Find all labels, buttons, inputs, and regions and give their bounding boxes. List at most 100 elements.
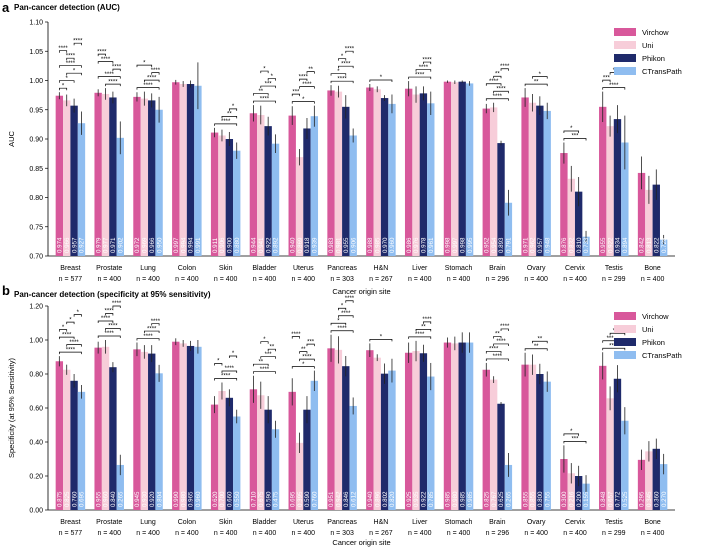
panel-a: a Pan-cancer detection (AUC) 0.70 0.75 0.80 0… [2,0,682,296]
significance-stars: **** [66,347,76,353]
bar-ctranspath [310,380,319,510]
significance-bracket [260,85,276,89]
significance-stars: * [337,318,340,324]
bar-ctranspath [621,142,629,256]
bar-virchow [482,369,490,510]
data-label: 0.846 [343,491,350,507]
significance-stars: **** [112,64,122,70]
significance-bracket [214,123,238,126]
bar-ctranspath [621,420,629,510]
data-label: 0.950 [156,237,163,253]
data-label: 0.902 [117,237,124,253]
significance-bracket [338,58,347,61]
bar-phikon [419,353,428,510]
bar-phikon [186,345,195,510]
bar-phikon [148,353,156,510]
significance-stars: **** [337,76,347,82]
bar-virchow [55,95,64,257]
data-label: 0.825 [64,491,71,507]
bar-phikon [380,373,389,510]
data-label: 0.977 [103,237,110,253]
significance-stars: **** [101,316,111,322]
significance-bracket [58,65,82,68]
category-label: Lung [140,265,156,272]
data-label: 0.955 [343,237,350,253]
significance-stars: **** [260,96,270,102]
data-label: 0.767 [491,491,498,507]
data-label: 0.941 [258,237,265,253]
sample-size-label: n = 296 [486,276,510,283]
significance-stars: **** [97,49,107,55]
category-label: Stomach [445,265,473,272]
significance-bracket [105,313,114,316]
significance-bracket [58,80,75,83]
significance-stars: * [341,54,344,60]
significance-bracket [136,87,160,90]
significance-bracket [291,336,300,339]
significance-bracket [330,322,347,326]
data-label: 0.980 [180,491,187,507]
data-label: 0.986 [406,237,413,253]
bar-virchow [210,404,219,510]
bar-ctranspath [582,483,590,510]
sample-size-label: n = 400 [641,530,665,537]
data-label: 0.962 [530,237,537,253]
chart-title: Pan-cancer detection (AUC) [14,3,120,12]
y-tick-label: 0.40 [29,440,43,447]
bar-ctranspath [659,464,668,510]
significance-bracket [253,371,276,374]
data-label: 0.922 [421,491,428,507]
significance-bracket [58,336,75,340]
y-tick-label: 1.20 [29,304,43,311]
bar-uni [567,178,575,256]
category-label: Prostate [96,519,122,526]
significance-bracket [260,356,276,359]
bar-phikon [225,397,234,510]
significance-bracket [330,330,354,333]
significance-stars: * [62,325,65,331]
data-label: 0.970 [382,237,389,253]
significance-stars: **** [105,331,115,337]
bar-uni [179,343,187,510]
significance-bracket [136,338,160,341]
bar-virchow [133,96,141,256]
bar-uni [606,126,614,256]
data-label: 0.985 [374,237,381,253]
data-label: 0.920 [149,491,156,507]
bar-phikon [652,448,660,510]
category-label: Cervix [565,519,585,526]
sample-size-label: n = 299 [602,530,626,537]
significance-bracket [97,335,121,338]
significance-bracket [369,339,393,342]
significance-stars: * [570,126,573,132]
significance-bracket [299,86,315,89]
data-label: 0.695 [289,491,296,507]
data-label: 0.998 [459,237,466,253]
data-label: 0.265 [117,491,124,507]
significance-bracket [338,65,354,69]
data-label: 0.625 [498,491,505,507]
significance-bracket [423,321,432,324]
significance-bracket [58,50,68,53]
bar-virchow [133,349,141,510]
significance-bracket [97,320,114,323]
significance-stars: * [380,335,383,341]
significance-stars: **** [66,53,76,59]
bar-phikon [613,378,622,510]
significance-stars: **** [341,61,351,67]
significance-stars: * [62,83,65,89]
data-label: 0.991 [195,237,202,253]
data-label: 0.957 [71,237,78,253]
bar-virchow [366,350,374,510]
significance-bracket [136,64,153,68]
data-label: 0.657 [607,491,614,507]
data-label: 0.955 [600,237,607,253]
significance-bracket [97,61,114,64]
bar-virchow [482,108,490,256]
significance-bracket [66,344,82,347]
significance-stars: * [271,74,274,80]
data-label: 0.810 [576,237,583,253]
data-label: 0.295 [639,491,646,507]
bar-uni [412,94,420,256]
category-label: H&N [374,519,389,526]
